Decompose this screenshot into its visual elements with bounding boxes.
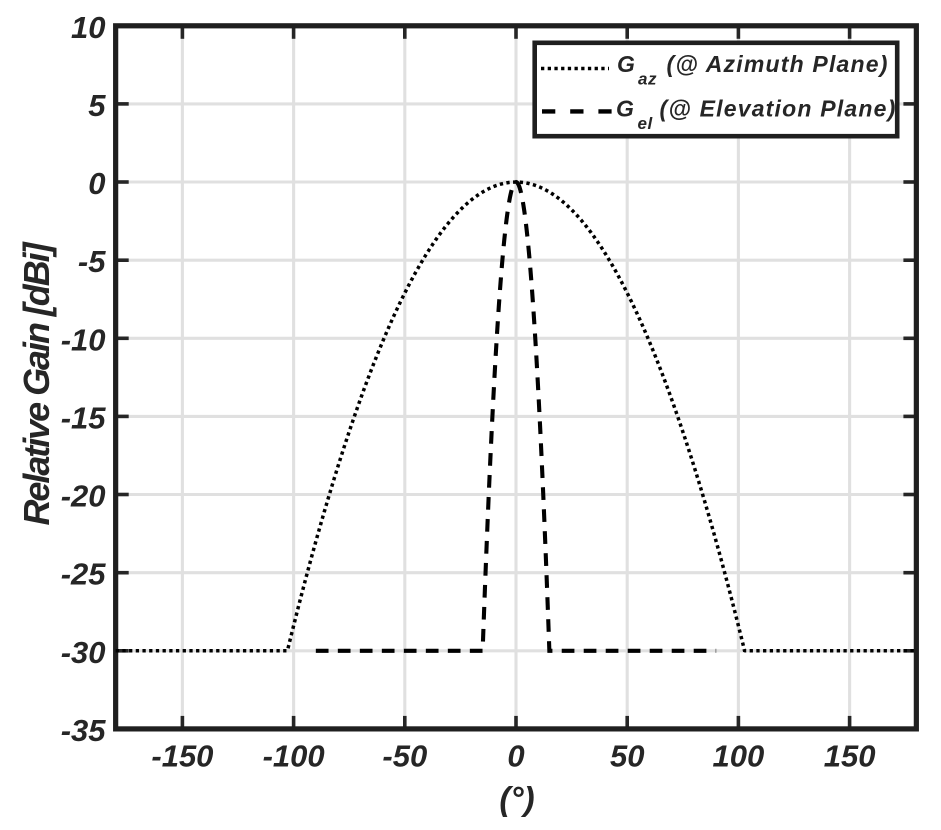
svg-text:az: az — [638, 70, 657, 89]
svg-text:G: G — [616, 96, 635, 122]
svg-text:10: 10 — [71, 10, 105, 45]
svg-text:50: 50 — [610, 739, 644, 774]
svg-text:-100: -100 — [263, 739, 325, 774]
svg-text:-10: -10 — [61, 322, 106, 357]
svg-text:0: 0 — [507, 739, 524, 774]
svg-text:(°): (°) — [499, 780, 534, 817]
svg-text:100: 100 — [713, 739, 765, 774]
svg-text:el: el — [638, 114, 654, 133]
svg-text:(@ Azimuth Plane): (@ Azimuth Plane) — [667, 51, 889, 77]
svg-text:0: 0 — [88, 166, 105, 201]
svg-text:-150: -150 — [151, 739, 213, 774]
svg-text:Relative Gain [dBi]: Relative Gain [dBi] — [16, 241, 57, 525]
svg-text:G: G — [617, 51, 636, 77]
svg-text:-35: -35 — [61, 713, 107, 748]
svg-text:-30: -30 — [61, 635, 106, 670]
svg-text:-25: -25 — [61, 557, 107, 592]
svg-text:150: 150 — [824, 739, 876, 774]
svg-text:-50: -50 — [382, 739, 427, 774]
svg-text:-15: -15 — [61, 400, 107, 435]
svg-text:(@ Elevation Plane): (@ Elevation Plane) — [660, 96, 897, 122]
svg-text:5: 5 — [88, 88, 106, 123]
svg-text:-5: -5 — [78, 244, 106, 279]
svg-text:-20: -20 — [61, 479, 106, 514]
